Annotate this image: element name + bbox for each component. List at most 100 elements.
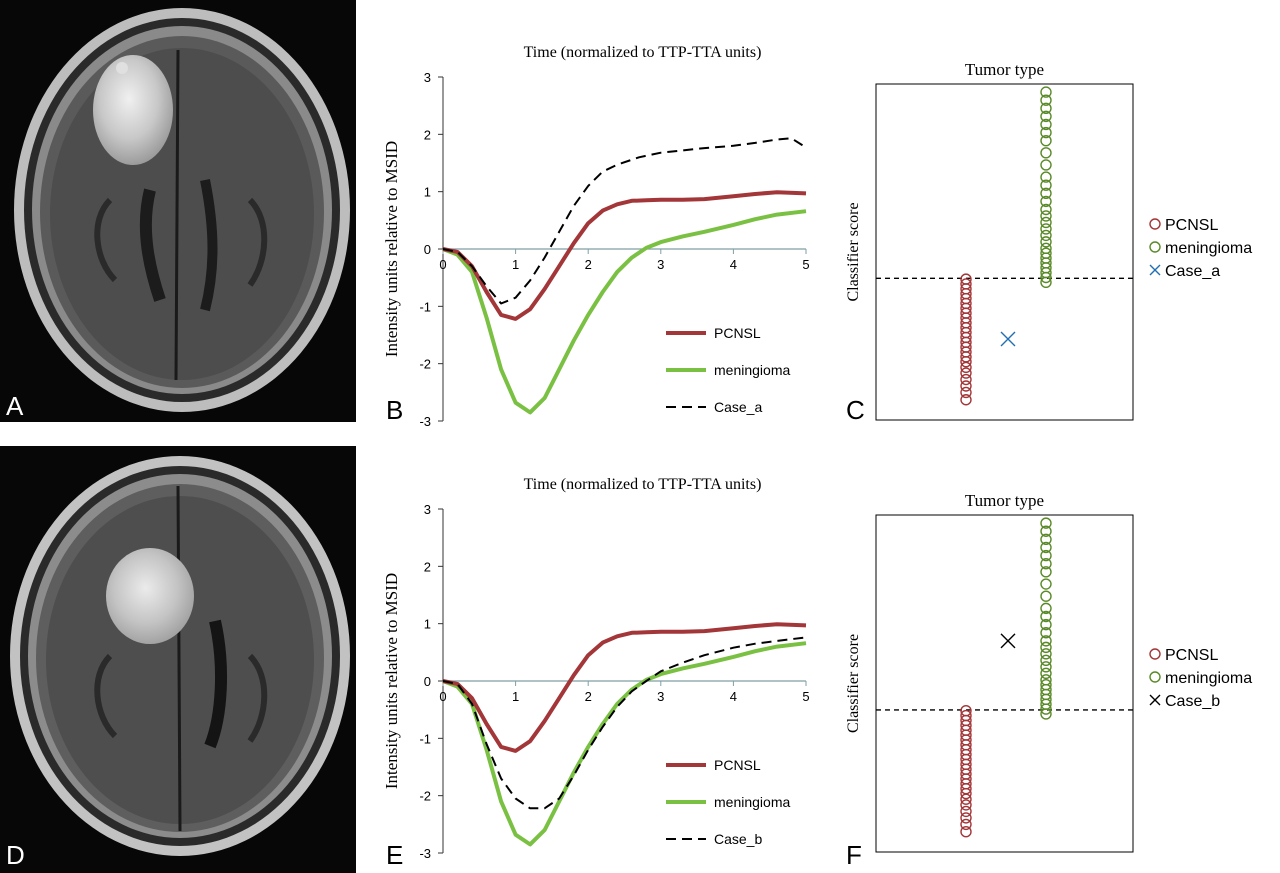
data-point [1040, 627, 1052, 639]
y-axis-label: Classifier score [845, 202, 862, 301]
legend-marker [1149, 241, 1161, 253]
panel-letter-c: C [846, 395, 865, 425]
y-tick-label: -3 [419, 414, 431, 429]
x-tick-label: 0 [439, 689, 446, 704]
panel-letter-b: B [386, 395, 404, 425]
data-point [1040, 610, 1052, 623]
legend-marker [1149, 694, 1161, 706]
data-point [1040, 110, 1052, 123]
data-point [1040, 94, 1052, 106]
data-point [1040, 242, 1052, 255]
legend-marker [1149, 648, 1161, 660]
x-tick-label: 5 [802, 689, 809, 704]
y-tick-label: -1 [419, 731, 431, 746]
data-point [1040, 102, 1052, 114]
data-point [1040, 674, 1052, 686]
data-point [1040, 203, 1052, 216]
data-point [1040, 648, 1052, 660]
data-point [1040, 661, 1052, 673]
data-point [960, 799, 972, 811]
data-point [960, 812, 972, 824]
chart-title: Time (normalized to TTP-TTA units) [524, 476, 762, 493]
plot-frame [875, 83, 1134, 421]
legend-label: Case_a [1165, 263, 1220, 280]
data-point [1040, 236, 1052, 248]
data-point [1040, 654, 1052, 667]
panel-letter-e: E [386, 840, 404, 870]
line-chart-b: Time (normalized to TTP-TTA units) Intens… [382, 44, 810, 429]
data-point [1040, 86, 1052, 98]
series-line-meningioma [442, 209, 807, 415]
data-point [1040, 171, 1052, 183]
data-point [1040, 118, 1052, 131]
data-point [1040, 667, 1052, 680]
data-point [960, 367, 972, 379]
data-point [1040, 210, 1052, 222]
data-point [1040, 635, 1052, 647]
y-tick-label: 2 [424, 127, 431, 142]
data-point [1040, 549, 1052, 562]
data-point [960, 709, 972, 722]
data-point [1040, 216, 1052, 229]
legend-label: meningioma [714, 362, 790, 378]
legend-label: Case_a [714, 399, 762, 415]
y-axis-label: Classifier score [845, 634, 862, 733]
y-axis-label: Intensity units relative to MSID [382, 141, 401, 357]
data-point [960, 818, 972, 831]
data-point [960, 394, 972, 406]
legend-label: meningioma [714, 794, 790, 810]
legend-label: meningioma [1165, 670, 1252, 687]
y-tick-label: 3 [424, 70, 431, 85]
data-point [1040, 223, 1052, 235]
plot-frame [875, 514, 1134, 853]
chart-title: Tumor type [965, 60, 1044, 79]
legend-label: meningioma [1165, 240, 1252, 257]
data-point [960, 278, 972, 290]
mri-axial-scan-a [14, 8, 350, 412]
y-tick-label: -2 [419, 789, 431, 804]
data-point [960, 805, 972, 818]
mri-image-a: A [0, 0, 356, 422]
data-point [960, 380, 972, 392]
data-point [1040, 641, 1052, 654]
data-point [960, 373, 972, 386]
data-point [1040, 187, 1052, 200]
legend-label: Case_b [1165, 693, 1220, 710]
y-tick-label: 1 [424, 185, 431, 200]
data-point [1040, 147, 1052, 159]
x-tick-label: 1 [512, 257, 519, 272]
y-tick-label: -3 [419, 846, 431, 861]
y-tick-label: -1 [419, 299, 431, 314]
y-tick-label: 0 [424, 674, 431, 689]
data-point [960, 825, 972, 838]
x-tick-label: 2 [585, 689, 592, 704]
y-axis-label: Intensity units relative to MSID [382, 573, 401, 789]
case-marker [1000, 633, 1016, 649]
legend-label: PCNSL [1165, 217, 1218, 234]
y-tick-label: 1 [424, 617, 431, 632]
legend-marker [1149, 218, 1161, 230]
series-line-meningioma [442, 641, 807, 847]
scatter-chart-f: Tumor type Classifier score PCNSL meningiom… [845, 491, 1252, 853]
data-point [1040, 134, 1052, 147]
y-tick-label: 2 [424, 559, 431, 574]
y-tick-label: -2 [419, 357, 431, 372]
data-point [1040, 533, 1052, 546]
mri-axial-scan-d [10, 456, 350, 856]
data-point [1040, 195, 1052, 208]
data-point [1040, 159, 1052, 171]
data-point [1040, 602, 1052, 615]
series-line-case-b [442, 636, 807, 810]
data-point [1040, 618, 1052, 631]
x-tick-label: 4 [730, 689, 737, 704]
data-point [1040, 558, 1052, 570]
chart-title: Tumor type [965, 491, 1044, 510]
data-point [1040, 525, 1052, 537]
panel-letter-d: D [6, 840, 25, 870]
data-point [1040, 247, 1052, 259]
data-point [1040, 126, 1052, 139]
y-tick-label: 3 [424, 502, 431, 517]
x-tick-label: 0 [439, 257, 446, 272]
legend-label: PCNSL [714, 325, 761, 341]
mri-image-d: D [0, 446, 356, 873]
